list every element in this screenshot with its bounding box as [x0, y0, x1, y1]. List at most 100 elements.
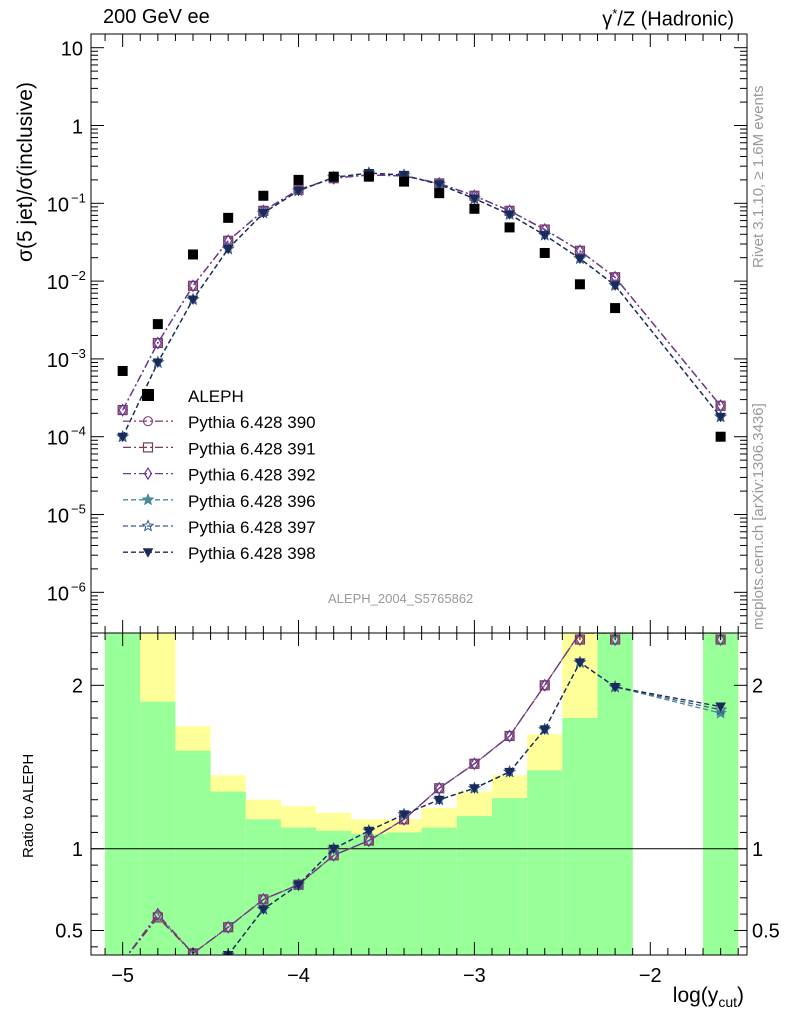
ratio-marker-2-3 [223, 920, 233, 934]
legend-marker-4 [141, 519, 155, 532]
ratio-marker-5-12 [539, 725, 551, 735]
main-marker-2-1 [153, 336, 163, 350]
data-point-11 [504, 222, 515, 233]
main-marker-5-14 [609, 281, 621, 291]
main-marker-2-2 [188, 279, 198, 293]
main-line-5 [122, 172, 722, 437]
data-point-15 [715, 431, 726, 442]
data-point-12 [539, 247, 550, 258]
main-marker-5-11 [504, 210, 515, 220]
main-ytick-label-6: 1 [72, 117, 83, 139]
plot-header-left: 200 GeV ee [103, 6, 210, 28]
main-ytick-label-exp-3: −3 [71, 346, 86, 361]
ratio-marker-2-12 [540, 678, 549, 692]
ratio-marker-5-5 [293, 880, 304, 891]
ratio-marker-2-11 [505, 729, 514, 743]
ratio-marker-1-1 [152, 912, 163, 923]
main-ytick-label-base-2: 10 [47, 428, 69, 450]
data-point-5 [293, 174, 304, 185]
main-frame [90, 33, 748, 634]
data-point-13 [574, 279, 585, 290]
legend-label-2: Pythia 6.428 392 [188, 466, 316, 485]
main-ytick-label-exp-0: −6 [71, 579, 86, 594]
data-point-1 [152, 319, 163, 330]
x-axis-label-base: log(y [672, 984, 719, 1007]
ratio-marker-2-10 [470, 757, 479, 771]
x-tick-label-2: −3 [463, 965, 486, 987]
x-tick-label-0: −5 [111, 965, 134, 987]
main-marker-5-8 [398, 171, 410, 181]
ratio-line-5 [226, 661, 721, 955]
data-point-2 [188, 249, 199, 260]
main-marker-5-2 [187, 295, 199, 306]
main-ytick-label-7: 10 [61, 39, 83, 61]
x-axis-label: log(ycut) [673, 984, 744, 1010]
ratio-band-inner-10 [456, 816, 492, 955]
main-marker-5-15 [715, 412, 726, 423]
ratio-series-group [122, 633, 728, 974]
x-ticks [104, 34, 739, 955]
ratio-band-inner-0 [105, 633, 141, 955]
ratio-marker-3-2 [188, 964, 198, 974]
ratio-line-2 [126, 633, 721, 955]
ratio-marker-5-2 [189, 966, 198, 974]
ratio-band-inner-8 [386, 832, 422, 955]
ratio-ytick-label-left-1: 1 [72, 839, 83, 861]
ratio-marker-2-14 [610, 633, 620, 647]
analysis-id-label: ALEPH_2004_S5765862 [328, 591, 474, 606]
ratio-band-inner-7 [351, 834, 387, 955]
ratio-marker-5-1 [153, 956, 162, 964]
header-process: /Z (Hadronic) [617, 8, 734, 31]
data-point-7 [363, 171, 374, 182]
main-ytick-label-base-0: 10 [47, 583, 69, 605]
ratio-ytick-label-left-0: 0.5 [55, 920, 83, 942]
x-tick-label-3: −2 [639, 965, 662, 987]
main-marker-5-4 [257, 209, 269, 219]
main-y-ticks [91, 47, 747, 634]
data-point-10 [469, 203, 480, 214]
x-axis-label-end: ) [737, 984, 744, 1007]
data-point-6 [328, 171, 339, 182]
legend-marker-2 [143, 466, 153, 481]
main-ytick-label-exp-2: −4 [71, 424, 86, 439]
main-marker-5-1 [152, 358, 164, 368]
legend-marker-5 [142, 548, 154, 558]
ratio-ytick-label-right-1: 1 [752, 839, 763, 861]
ratio-ytick-label-right-0: 0.5 [752, 920, 780, 942]
legend-label-4: Pythia 6.428 397 [188, 518, 316, 537]
ratio-marker-2-1 [153, 907, 163, 921]
main-line-0 [122, 174, 722, 411]
data-point-8 [399, 176, 410, 187]
ratio-frame [90, 632, 748, 956]
legend-label-0: Pythia 6.428 390 [188, 413, 316, 432]
main-line-1 [122, 174, 722, 411]
main-marker-5-0 [117, 432, 129, 443]
main-ytick-label-base-5: 10 [47, 194, 69, 216]
data-points-group [117, 171, 726, 442]
main-marker-2-0 [118, 403, 127, 417]
ratio-marker-5-8 [398, 810, 410, 820]
legend-label-1: Pythia 6.428 391 [188, 439, 316, 458]
ratio-band-inner-1 [140, 701, 176, 955]
ratio-band-inner-15 [703, 633, 739, 955]
main-marker-5-12 [539, 231, 551, 241]
main-ytick-label-exp-5: −1 [71, 190, 86, 205]
ratio-band-inner-13 [562, 717, 598, 955]
ratio-marker-5-11 [504, 767, 515, 778]
main-marker-5-5 [293, 186, 304, 197]
ratio-marker-5-4 [257, 905, 269, 915]
x-tick-label-1: −4 [287, 965, 310, 987]
main-ytick-label-base-4: 10 [47, 272, 69, 294]
main-ytick-label-base-1: 10 [47, 506, 69, 528]
data-point-0 [117, 365, 128, 376]
ratio-marker-5-13 [574, 658, 586, 668]
legend-label-3: Pythia 6.428 396 [188, 492, 316, 511]
ratio-marker-2-2 [188, 946, 198, 955]
ratio-marker-2-13 [575, 633, 585, 647]
main-ytick-label-exp-1: −5 [71, 502, 86, 517]
legend-marker-3 [141, 492, 155, 506]
ratio-marker-5-6 [328, 844, 340, 855]
ratio-marker-2-15 [716, 633, 725, 647]
main-ytick-label-exp-4: −2 [71, 268, 86, 283]
